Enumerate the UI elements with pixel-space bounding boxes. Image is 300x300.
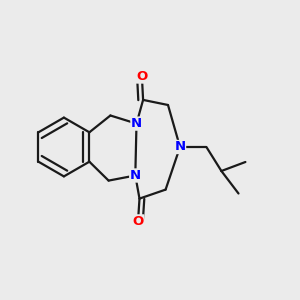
Text: N: N bbox=[131, 117, 142, 130]
Text: O: O bbox=[136, 70, 148, 83]
Text: N: N bbox=[174, 140, 186, 154]
Text: O: O bbox=[132, 215, 144, 228]
Text: N: N bbox=[130, 169, 141, 182]
